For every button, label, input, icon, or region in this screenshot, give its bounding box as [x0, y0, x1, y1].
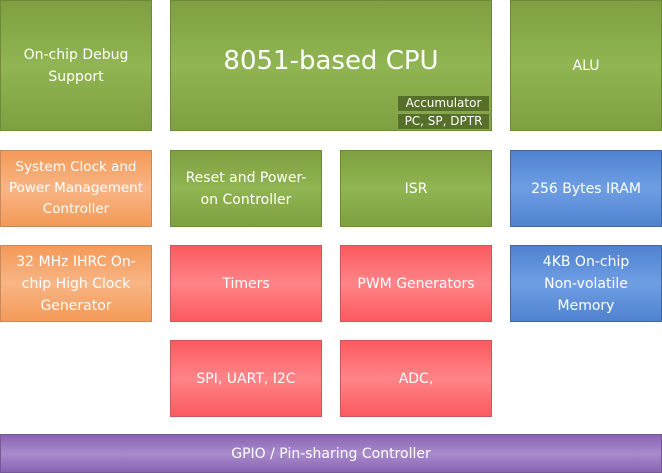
system-clock-block: System Clock and Power Management Contro… [0, 150, 152, 227]
block-label: 8051-based CPU [223, 45, 439, 76]
iram-block: 256 Bytes IRAM [510, 150, 662, 227]
registers-block: PC, SP, DPTR [397, 113, 490, 130]
block-label: ALU [572, 57, 600, 74]
ihrc-block: 32 MHz IHRC On-chip High Clock Generator [0, 245, 152, 322]
timers-block: Timers [170, 245, 322, 322]
adc-block: ADC, [340, 340, 492, 417]
serial-block: SPI, UART, I2C [170, 340, 322, 417]
accumulator-block: Accumulator [397, 95, 490, 112]
block-label: Timers [222, 275, 270, 292]
isr-block: ISR [340, 150, 492, 227]
block-label: On-chip Debug Support [23, 46, 129, 85]
block-label: SPI, UART, I2C [196, 370, 296, 387]
block-label: GPIO / Pin-sharing Controller [231, 445, 431, 462]
block-label: System Clock and Power Management Contro… [8, 159, 144, 217]
debug-support-block: On-chip Debug Support [0, 0, 152, 131]
block-label: PWM Generators [357, 275, 475, 292]
alu-block: ALU [510, 0, 662, 131]
block-label: Reset and Power-on Controller [185, 169, 307, 208]
reset-controller-block: Reset and Power-on Controller [170, 150, 322, 227]
block-label: 4KB On-chip Non-volatile Memory [542, 253, 630, 314]
cpu-block: 8051-based CPU [170, 0, 492, 131]
block-label: ADC, [398, 370, 434, 387]
pwm-block: PWM Generators [340, 245, 492, 322]
block-label: 32 MHz IHRC On-chip High Clock Generator [16, 253, 136, 314]
block-label: 256 Bytes IRAM [531, 180, 641, 197]
nvm-block: 4KB On-chip Non-volatile Memory [510, 245, 662, 322]
block-label: ISR [404, 180, 428, 197]
gpio-block: GPIO / Pin-sharing Controller [0, 434, 662, 473]
